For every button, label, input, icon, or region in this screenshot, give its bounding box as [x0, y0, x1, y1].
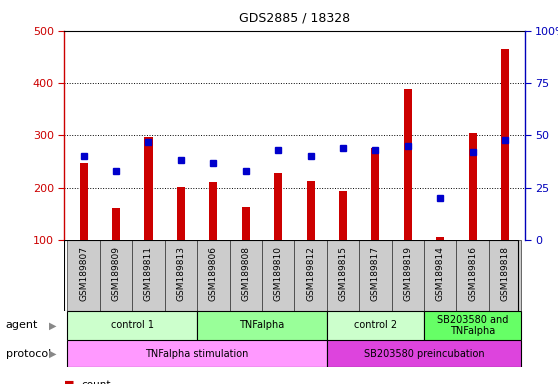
- Text: GSM189813: GSM189813: [176, 246, 185, 301]
- Text: GSM189808: GSM189808: [241, 246, 250, 301]
- Text: GSM189807: GSM189807: [79, 246, 88, 301]
- Text: GSM189812: GSM189812: [306, 246, 315, 301]
- Bar: [68, 311, 197, 340]
- Text: GSM189806: GSM189806: [209, 246, 218, 301]
- Text: SB203580 and
TNFalpha: SB203580 and TNFalpha: [437, 314, 508, 336]
- Text: ▶: ▶: [49, 320, 57, 331]
- Bar: [80, 162, 88, 240]
- Bar: [424, 240, 456, 311]
- Bar: [112, 208, 120, 240]
- Bar: [436, 237, 444, 240]
- Bar: [392, 240, 424, 311]
- Bar: [371, 149, 379, 240]
- Text: control 1: control 1: [110, 320, 154, 331]
- Bar: [327, 340, 521, 367]
- Bar: [132, 240, 165, 311]
- Bar: [242, 207, 250, 240]
- Bar: [100, 240, 132, 311]
- Text: protocol: protocol: [6, 349, 51, 359]
- Text: control 2: control 2: [354, 320, 397, 331]
- Text: agent: agent: [6, 320, 38, 331]
- Bar: [274, 173, 282, 240]
- Text: GSM189818: GSM189818: [501, 246, 509, 301]
- Bar: [177, 187, 185, 240]
- Text: GSM189814: GSM189814: [436, 246, 445, 301]
- Bar: [359, 240, 392, 311]
- Bar: [229, 240, 262, 311]
- Text: GSM189810: GSM189810: [273, 246, 283, 301]
- Bar: [209, 182, 218, 240]
- Bar: [145, 137, 152, 240]
- Bar: [295, 240, 327, 311]
- Text: GDS2885 / 18328: GDS2885 / 18328: [239, 12, 350, 25]
- Text: SB203580 preincubation: SB203580 preincubation: [364, 349, 484, 359]
- Bar: [197, 311, 327, 340]
- Bar: [404, 89, 412, 240]
- Text: ▶: ▶: [49, 349, 57, 359]
- Text: count: count: [81, 380, 110, 384]
- Bar: [68, 340, 327, 367]
- Text: TNFalpha: TNFalpha: [239, 320, 285, 331]
- Bar: [339, 191, 347, 240]
- Bar: [489, 240, 521, 311]
- Bar: [469, 133, 477, 240]
- Bar: [424, 311, 521, 340]
- Text: GSM189817: GSM189817: [371, 246, 380, 301]
- Bar: [197, 240, 229, 311]
- Text: GSM189811: GSM189811: [144, 246, 153, 301]
- Bar: [456, 240, 489, 311]
- Bar: [327, 240, 359, 311]
- Text: GSM189815: GSM189815: [339, 246, 348, 301]
- Text: GSM189816: GSM189816: [468, 246, 477, 301]
- Text: GSM189809: GSM189809: [112, 246, 121, 301]
- Text: GSM189819: GSM189819: [403, 246, 412, 301]
- Bar: [327, 311, 424, 340]
- Bar: [501, 49, 509, 240]
- Text: TNFalpha stimulation: TNFalpha stimulation: [146, 349, 249, 359]
- Bar: [262, 240, 295, 311]
- Bar: [165, 240, 197, 311]
- Bar: [68, 240, 100, 311]
- Bar: [306, 181, 315, 240]
- Text: ■: ■: [64, 380, 75, 384]
